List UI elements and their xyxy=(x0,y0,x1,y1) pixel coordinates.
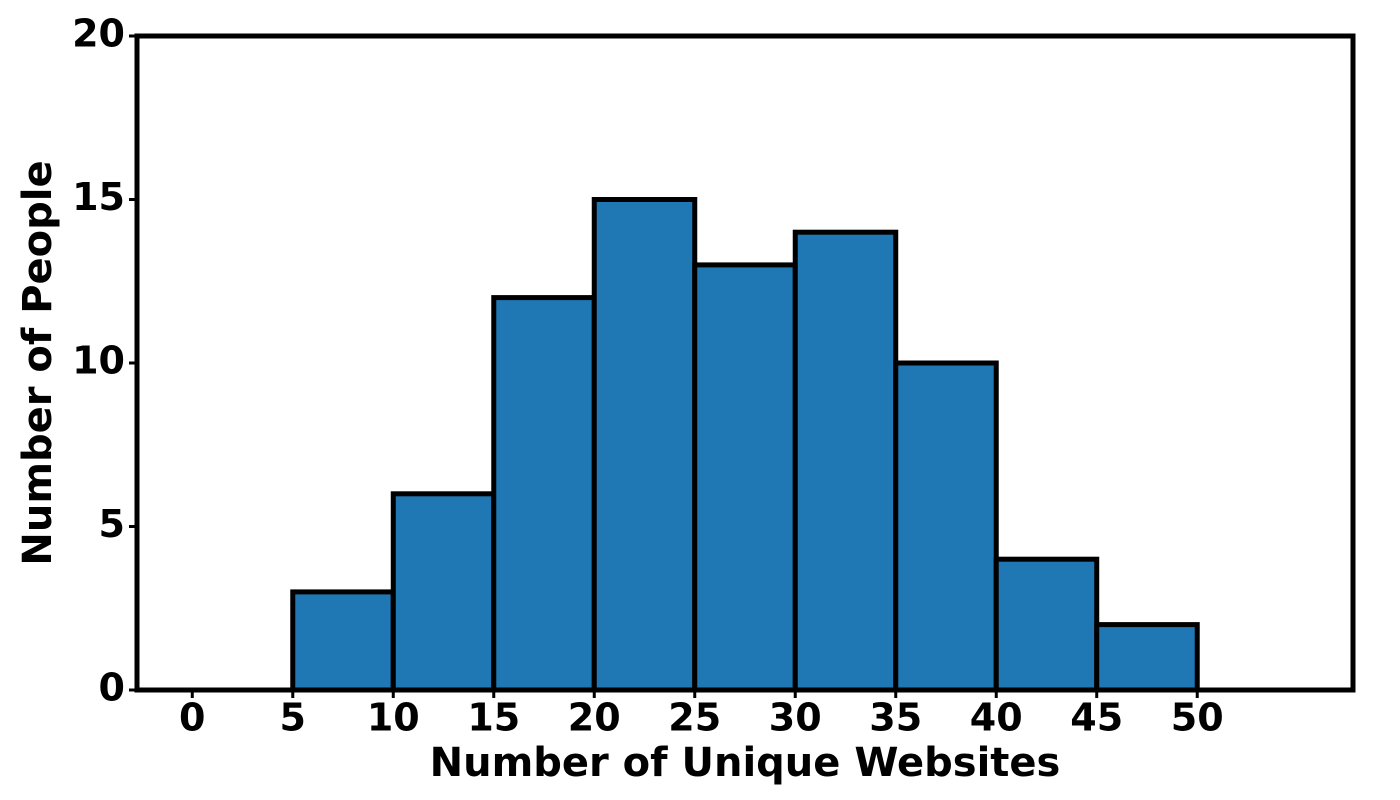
x-tick-label: 40 xyxy=(970,696,1023,740)
x-tick-label: 15 xyxy=(467,696,520,740)
bar xyxy=(491,295,597,693)
bar xyxy=(692,262,798,693)
y-tick-label: 20 xyxy=(72,12,125,56)
x-tick-label: 45 xyxy=(1070,696,1123,740)
y-tick-label: 10 xyxy=(72,339,125,383)
plot-frame xyxy=(134,33,1356,693)
bar xyxy=(792,229,899,693)
bar xyxy=(993,556,1100,693)
bar xyxy=(893,360,999,693)
x-tick-label: 35 xyxy=(869,696,922,740)
bar xyxy=(390,491,497,693)
x-tick-label: 50 xyxy=(1171,696,1224,740)
x-tick-label: 20 xyxy=(568,696,621,740)
bar xyxy=(290,589,396,693)
y-axis-title: Number of People xyxy=(15,160,61,565)
x-axis-title: Number of Unique Websites xyxy=(430,740,1061,786)
bar xyxy=(1094,622,1200,693)
y-tick-label: 0 xyxy=(99,666,125,710)
bar xyxy=(591,197,698,693)
x-tick-label: 10 xyxy=(367,696,420,740)
x-tick-label: 25 xyxy=(668,696,721,740)
y-tick-label: 15 xyxy=(72,175,125,219)
x-tick-label: 30 xyxy=(769,696,822,740)
y-tick-label: 5 xyxy=(99,502,125,546)
x-tick-label: 0 xyxy=(179,696,205,740)
x-tick-label: 5 xyxy=(280,696,306,740)
